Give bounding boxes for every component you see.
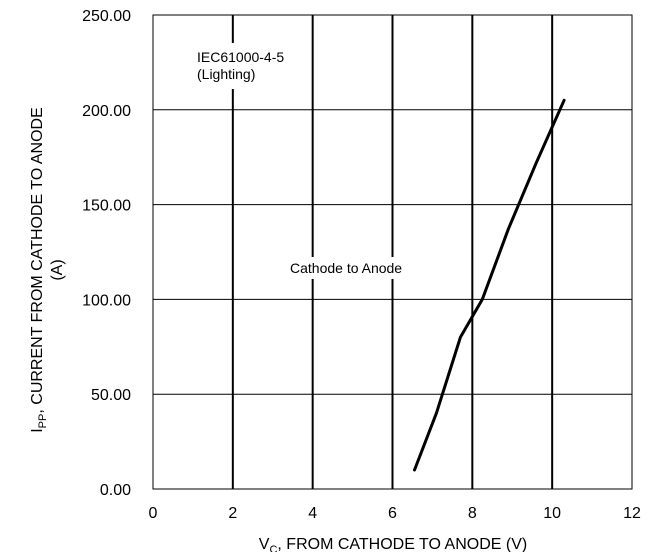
- y-axis-title-unit: (A): [49, 259, 66, 280]
- series-line: [413, 98, 566, 472]
- y-axis-title-group: IPP, CURRENT FROM CATHODE TO ANODE: [29, 107, 49, 433]
- x-tick-label: 0: [149, 505, 158, 522]
- x-axis-title: VC, FROM CATHODE TO ANODE (V): [259, 536, 527, 552]
- x-axis-title-text: , FROM CATHODE TO ANODE (V): [277, 536, 527, 552]
- x-tick-label: 2: [228, 505, 237, 522]
- y-axis-title: IPP, CURRENT FROM CATHODE TO ANODE: [29, 107, 49, 433]
- y-tick-label: 50.00: [91, 387, 131, 404]
- y-tick-label: 0.00: [100, 482, 131, 499]
- plot-area-border: [152, 14, 633, 490]
- annotation-standard-condition: (Lighting): [197, 66, 255, 82]
- x-tick-label: 12: [623, 505, 641, 522]
- y-tick-label: 200.00: [82, 103, 131, 120]
- x-axis-tick-labels: 0 2 4 6 8 10 12: [149, 505, 641, 522]
- y-axis-title-text: , CURRENT FROM CATHODE TO ANODE: [29, 107, 46, 413]
- x-tick-label: 4: [308, 505, 317, 522]
- horizontal-gridlines: [153, 109, 632, 395]
- x-tick-label: 8: [468, 505, 477, 522]
- y-tick-label: 150.00: [82, 198, 131, 215]
- x-tick-label: 6: [388, 505, 397, 522]
- y-tick-label: 100.00: [82, 292, 131, 309]
- x-axis-title-symbol: V: [259, 536, 270, 552]
- y-tick-label: 250.00: [82, 8, 131, 25]
- y-axis-title-symbol: I: [29, 428, 46, 432]
- y-axis-title-subscript: PP: [37, 414, 49, 429]
- annotation-standard: IEC61000-4-5: [197, 49, 284, 65]
- annotation-background: [190, 43, 310, 89]
- curve-label: Cathode to Anode: [290, 260, 402, 276]
- y-axis-tick-labels: 0.00 50.00 100.00 150.00 200.00 250.00: [82, 8, 131, 499]
- series-layer: [413, 98, 566, 472]
- vertical-gridlines: [231, 15, 554, 489]
- x-axis-title-subscript: C: [269, 544, 277, 552]
- curve-label-background: [284, 257, 432, 279]
- x-tick-label: 10: [543, 505, 561, 522]
